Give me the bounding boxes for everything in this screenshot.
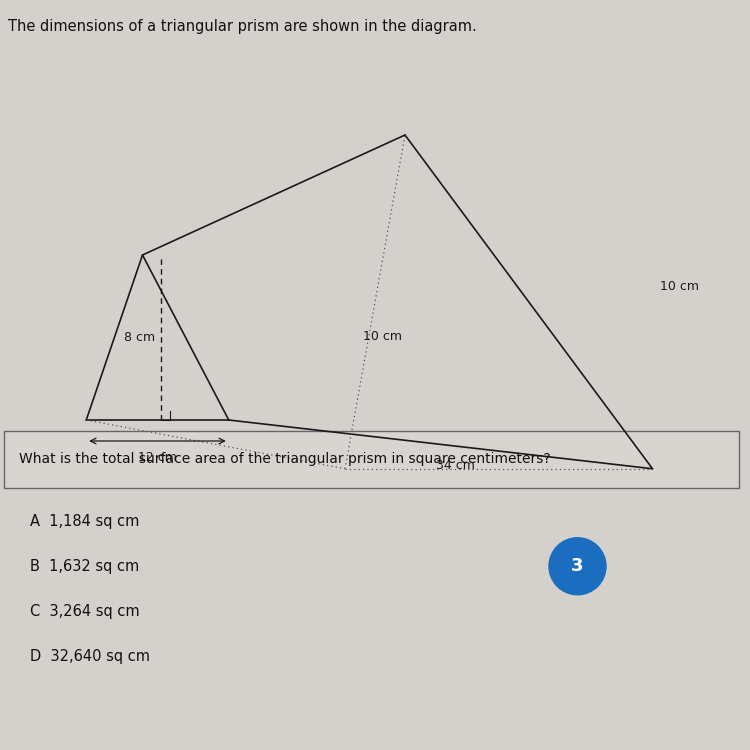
Text: A  1,184 sq cm: A 1,184 sq cm [30,514,140,529]
Text: What is the total surface area of the triangular prism in square centimeters?: What is the total surface area of the tr… [19,452,550,466]
Circle shape [549,538,606,595]
Text: 10 cm: 10 cm [363,330,402,343]
Text: C  3,264 sq cm: C 3,264 sq cm [30,604,140,619]
FancyBboxPatch shape [4,431,739,488]
Text: The dimensions of a triangular prism are shown in the diagram.: The dimensions of a triangular prism are… [8,19,476,34]
Text: 12 cm: 12 cm [138,451,177,464]
Text: 3: 3 [572,557,584,575]
Text: 8 cm: 8 cm [124,331,155,344]
Text: 34 cm: 34 cm [436,459,475,472]
Text: D  32,640 sq cm: D 32,640 sq cm [30,649,150,664]
Text: 10 cm: 10 cm [660,280,699,293]
Text: B  1,632 sq cm: B 1,632 sq cm [30,559,140,574]
